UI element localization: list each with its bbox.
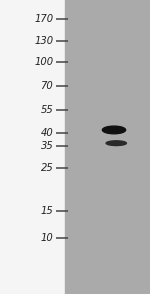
Ellipse shape	[102, 126, 126, 134]
Ellipse shape	[106, 141, 126, 146]
Text: 100: 100	[34, 57, 53, 67]
Text: 25: 25	[40, 163, 53, 173]
Text: 10: 10	[40, 233, 53, 243]
Text: 35: 35	[40, 141, 53, 151]
Text: 55: 55	[40, 105, 53, 115]
Text: 40: 40	[40, 128, 53, 138]
Bar	[0, 0, 64, 294]
Text: 170: 170	[34, 14, 53, 24]
Text: 15: 15	[40, 206, 53, 216]
Text: 130: 130	[34, 36, 53, 46]
Text: 70: 70	[40, 81, 53, 91]
Bar	[64, 0, 150, 294]
